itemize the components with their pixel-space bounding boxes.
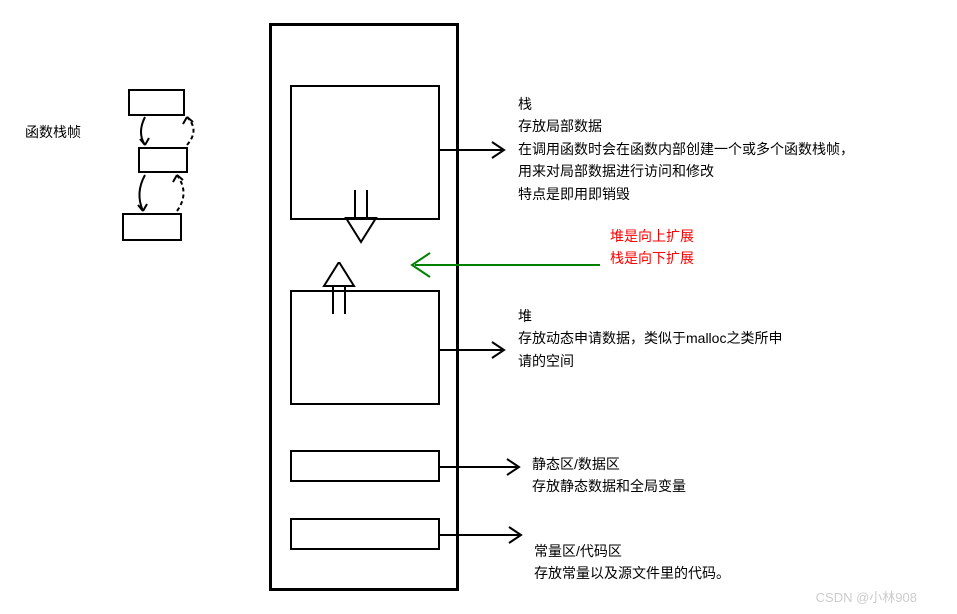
heap-label: 堆 存放动态申请数据，类似于malloc之类所申 请的空间 [518,305,782,372]
heap-region [290,290,440,405]
watermark: CSDN @小林908 [816,587,917,606]
stackframe-arrows [115,85,225,245]
arrow-right-stack-icon [440,140,515,160]
const-label: 常量区/代码区 存放常量以及源文件里的代码。 [534,540,730,585]
const-region [290,518,440,550]
stack-label: 栈 存放局部数据 在调用函数时会在函数内部创建一个或多个函数栈帧， 用来对局部数… [518,93,854,205]
static-region [290,450,440,482]
arrow-right-heap-icon [440,340,515,360]
arrow-right-static-icon [440,457,530,477]
arrow-right-const-icon [440,525,532,545]
red-note: 堆是向上扩展 栈是向下扩展 [610,225,694,270]
green-arrow-icon [400,245,610,285]
stack-down-arrow-icon [340,190,380,250]
heap-up-arrow-icon [318,262,358,322]
static-label: 静态区/数据区 存放静态数据和全局变量 [532,453,686,498]
left-label: 函数栈帧 [25,122,81,142]
